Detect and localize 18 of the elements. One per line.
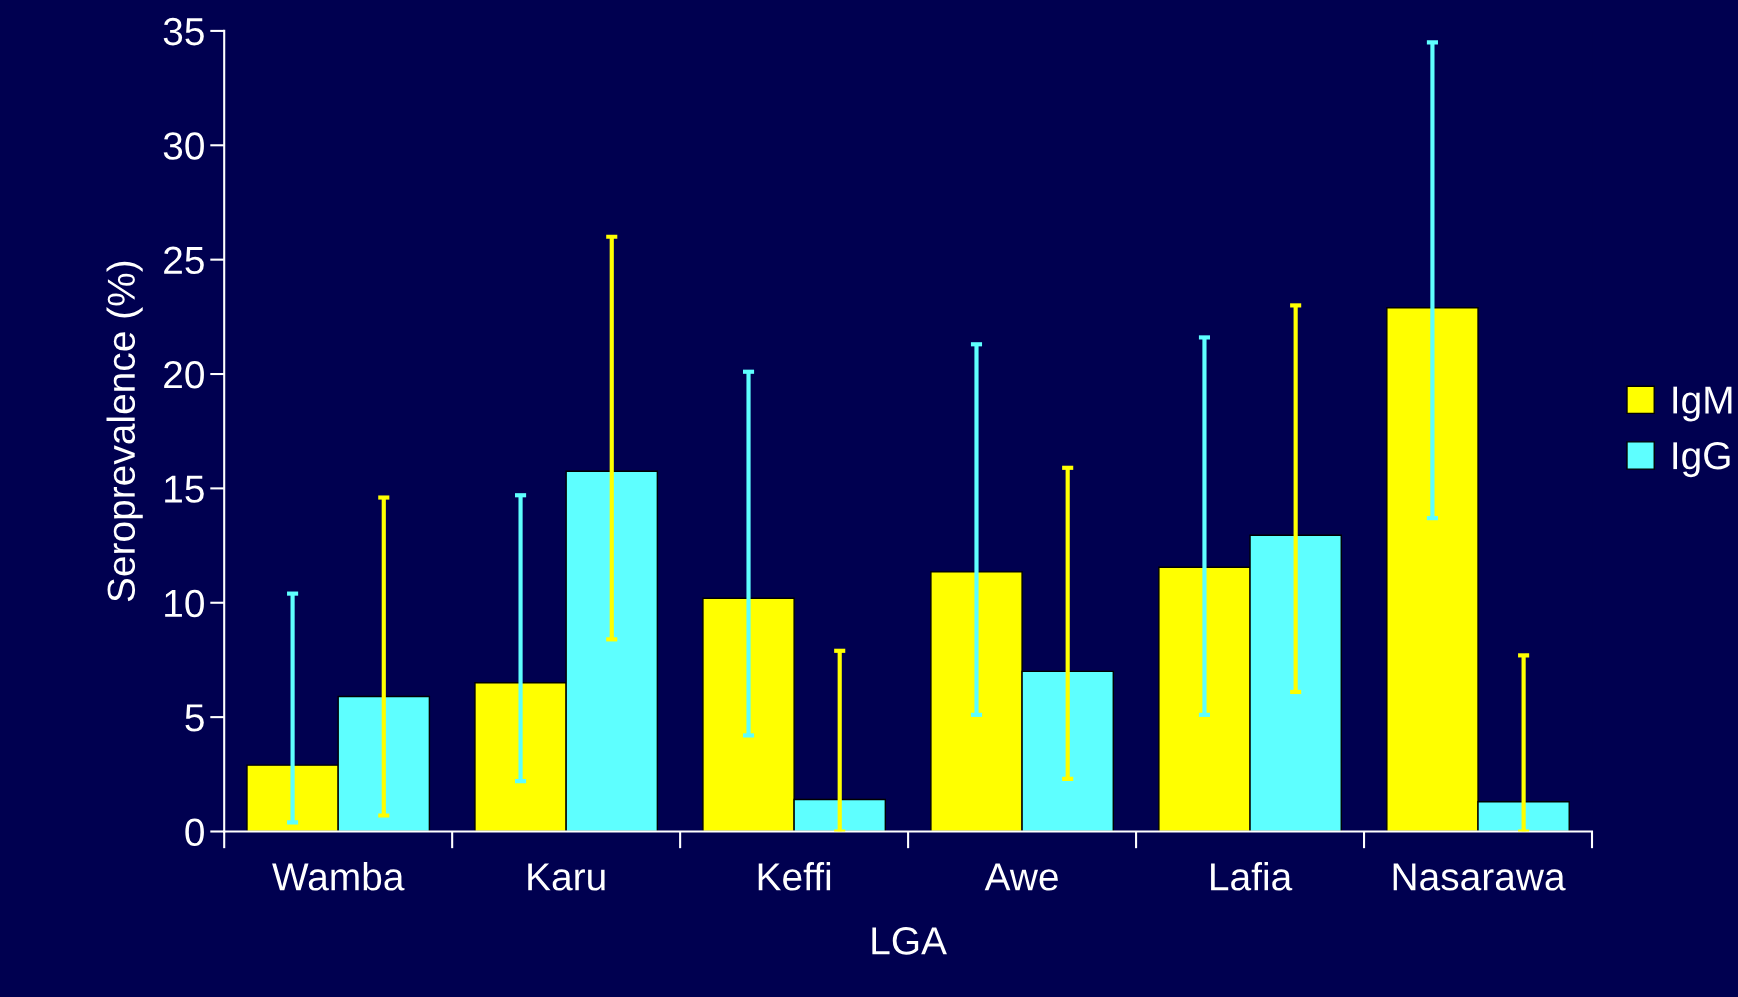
x-tick-label: Lafia [1211,862,1293,891]
legend-label: IgM [1673,386,1732,422]
y-tick-label: 25 [164,246,204,275]
x-tick-label: Nasarawa [1393,863,1566,891]
y-tick-label: 0 [185,818,204,846]
y-tick-label: 20 [164,360,204,389]
x-axis-title: LGA [872,927,947,955]
y-axis-title: Seroprevalence (%) [106,261,143,602]
y-tick-label: 10 [165,589,204,618]
x-tick-label: Keffi [758,862,831,891]
x-tick-label: Awe [984,863,1058,891]
x-tick-label: Karu [528,863,605,891]
y-tick-label: 35 [163,17,204,46]
x-tick-label: Wamba [272,862,405,891]
legend-label: IgG [1673,441,1730,478]
y-tick-label: 5 [185,704,204,732]
y-tick-label: 30 [163,132,204,160]
y-tick-label: 15 [165,475,204,503]
